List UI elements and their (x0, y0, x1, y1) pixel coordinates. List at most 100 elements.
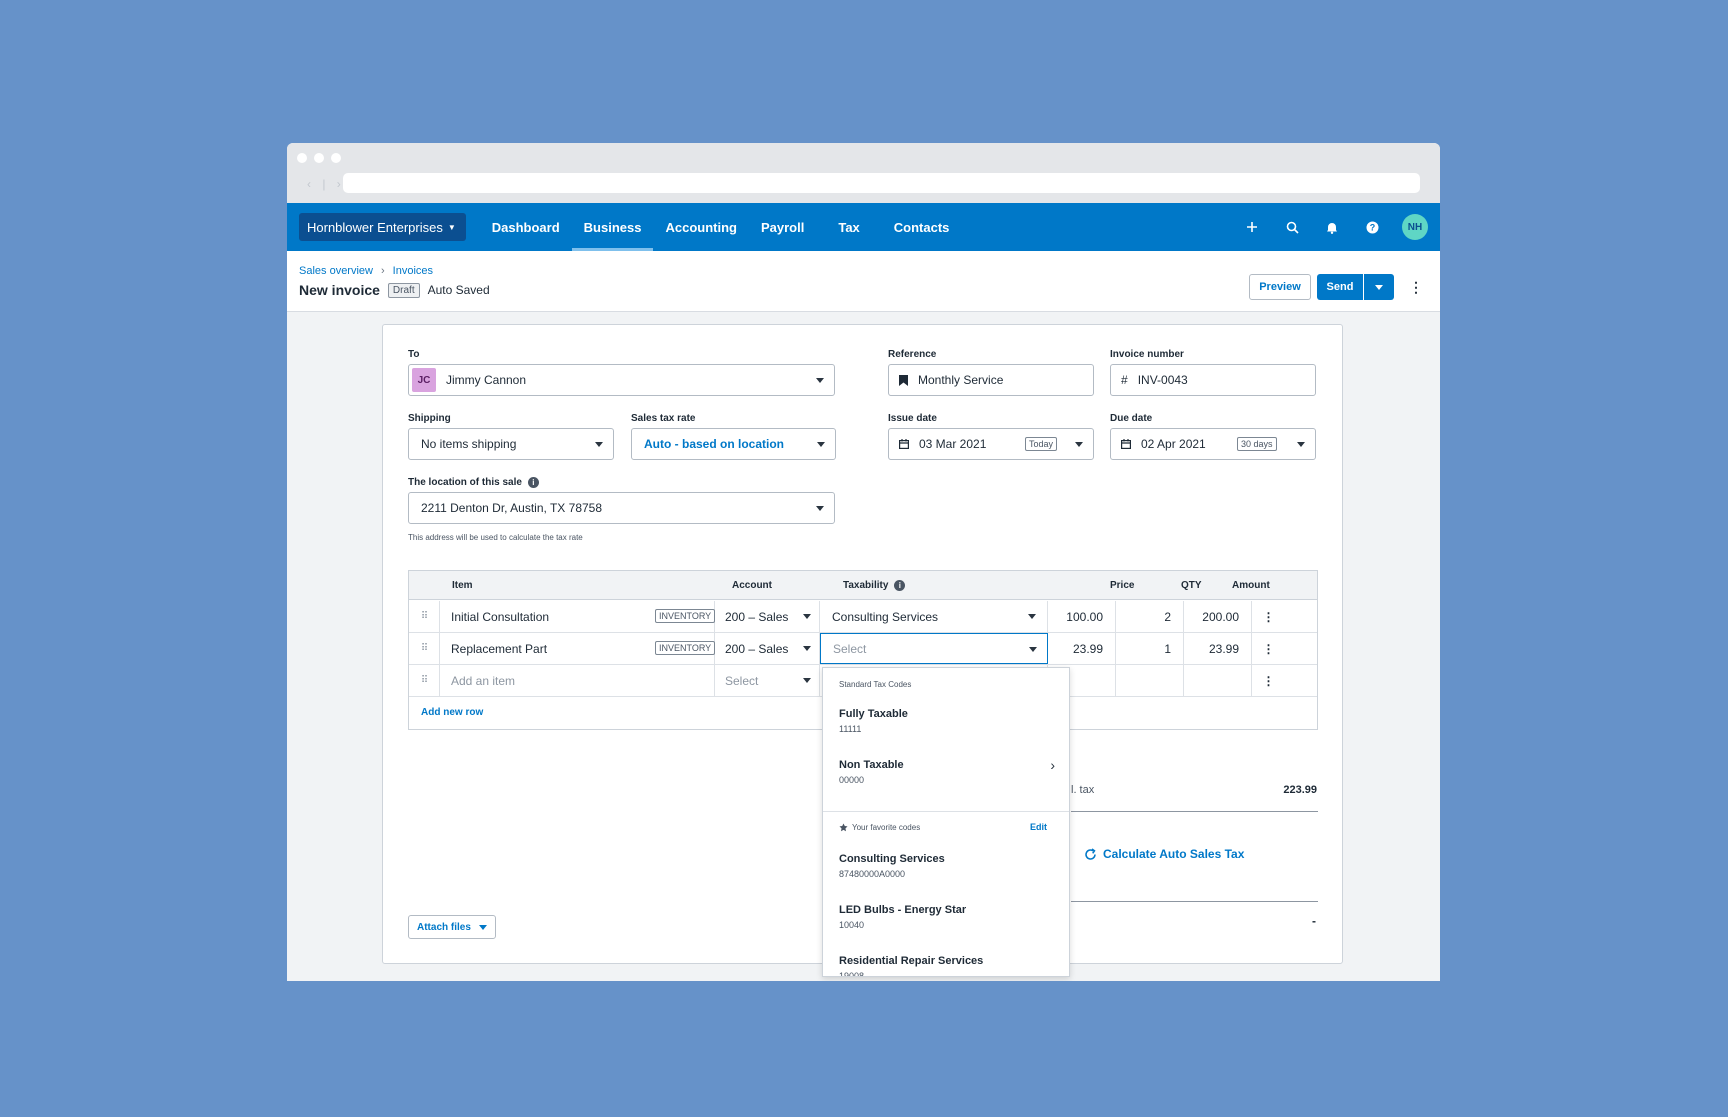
drag-handle-icon[interactable]: ⠿ (409, 665, 440, 696)
row-menu-icon[interactable]: ⋮ (1262, 609, 1275, 624)
location-help: This address will be used to calculate t… (408, 533, 583, 542)
row-menu-icon[interactable]: ⋮ (1262, 673, 1275, 688)
send-button[interactable]: Send (1317, 274, 1363, 300)
calculate-tax-button[interactable]: Calculate Auto Sales Tax (1084, 847, 1244, 861)
new-price-cell[interactable] (1048, 665, 1116, 696)
new-amount-cell (1184, 665, 1252, 696)
nav-business[interactable]: Business (571, 203, 654, 251)
window-dot[interactable] (331, 153, 341, 163)
nav-contacts[interactable]: Contacts (893, 219, 950, 235)
reference-field[interactable]: Monthly Service (888, 364, 1094, 396)
new-qty-cell[interactable] (1116, 665, 1184, 696)
top-nav: Hornblower Enterprises ▼ Dashboard Busin… (287, 203, 1440, 251)
breadcrumb-sales-overview[interactable]: Sales overview (299, 265, 373, 277)
chevron-right-icon: › (380, 265, 385, 277)
drag-handle-icon[interactable]: ⠿ (409, 601, 440, 632)
edit-favorites-link[interactable]: Edit (1030, 822, 1047, 832)
autosave-status: Auto Saved (427, 283, 490, 297)
new-account-cell[interactable]: Select (715, 665, 820, 696)
window-dot[interactable] (297, 153, 307, 163)
help-icon[interactable]: ? (1362, 217, 1382, 237)
window-dot[interactable] (314, 153, 324, 163)
search-icon[interactable] (1282, 217, 1302, 237)
nav-accounting[interactable]: Accounting (665, 219, 737, 235)
to-field[interactable]: JC Jimmy Cannon (408, 364, 835, 396)
row-menu-icon[interactable]: ⋮ (1262, 641, 1275, 656)
new-item-placeholder: Add an item (451, 673, 516, 688)
shipping-value: No items shipping (421, 437, 517, 451)
hash-icon: # (1121, 373, 1128, 387)
total-value: - (1312, 914, 1316, 928)
col-account: Account (732, 580, 772, 591)
tax-code-number: 10040 (839, 920, 865, 930)
location-select[interactable]: 2211 Denton Dr, Austin, TX 78758 (408, 492, 835, 524)
tax-rate-select[interactable]: Auto - based on location (631, 428, 836, 460)
taxability-cell[interactable]: Consulting Services (820, 601, 1048, 632)
add-row-link[interactable]: Add new row (421, 707, 484, 718)
org-switcher[interactable]: Hornblower Enterprises ▼ (299, 213, 466, 241)
due-date-field[interactable]: 02 Apr 2021 30 days (1110, 428, 1316, 460)
price-cell[interactable]: 100.00 (1048, 601, 1116, 632)
issue-date-label: Issue date (888, 413, 937, 424)
price-cell[interactable]: 23.99 (1048, 633, 1116, 664)
attach-files-button[interactable]: Attach files (408, 915, 496, 939)
totals-divider (1071, 901, 1318, 902)
shipping-select[interactable]: No items shipping (408, 428, 614, 460)
breadcrumb-invoices[interactable]: Invoices (392, 265, 434, 277)
new-item-cell[interactable]: Add an item (440, 665, 715, 696)
chevron-right-icon: › (1050, 757, 1055, 773)
url-bar[interactable] (343, 173, 1420, 193)
send-options-button[interactable] (1364, 274, 1394, 300)
qty-cell[interactable]: 1 (1116, 633, 1184, 664)
invoice-card: To JC Jimmy Cannon Reference Monthly Ser… (382, 324, 1343, 977)
chevron-down-icon (1075, 442, 1083, 447)
more-options-icon[interactable]: ⋮ (1409, 278, 1423, 295)
tax-code-option[interactable]: Non Taxable 00000 › (839, 757, 1055, 785)
nav-dashboard[interactable]: Dashboard (491, 219, 560, 235)
tax-code-option[interactable]: LED Bulbs - Energy Star 10040 (839, 904, 966, 930)
bell-icon[interactable] (1322, 217, 1342, 237)
nav-payroll[interactable]: Payroll (760, 219, 805, 235)
account-cell[interactable]: 200 – Sales (715, 633, 820, 664)
chevron-down-icon (816, 378, 824, 383)
tax-code-name: Residential Repair Services (839, 955, 984, 967)
avatar[interactable]: NH (1402, 214, 1428, 240)
info-icon[interactable]: i (894, 580, 906, 591)
account-cell[interactable]: 200 – Sales (715, 601, 820, 632)
drag-handle-icon[interactable]: ⠿ (409, 633, 440, 664)
tax-code-number: 87480000A0000 (839, 869, 906, 879)
chevron-down-icon (803, 646, 811, 651)
back-forward-icon[interactable]: ‹ | › (307, 177, 345, 191)
totals-divider (1071, 811, 1318, 812)
taxability-value: Select (833, 641, 867, 656)
today-badge: Today (1025, 437, 1058, 451)
contact-avatar: JC (412, 368, 436, 392)
inventory-badge: INVENTORY (655, 609, 716, 623)
chevron-down-icon (803, 678, 811, 683)
org-name: Hornblower Enterprises (307, 219, 443, 235)
svg-text:?: ? (1369, 222, 1375, 232)
plus-icon[interactable] (1242, 217, 1262, 237)
tax-code-name: Consulting Services (839, 853, 945, 865)
invoice-number-field[interactable]: # INV-0043 (1110, 364, 1316, 396)
tax-code-name: LED Bulbs - Energy Star (839, 904, 967, 916)
item-cell[interactable]: Initial Consultation INVENTORY (440, 601, 716, 632)
item-cell[interactable]: Replacement Part INVENTORY (440, 633, 716, 664)
tax-code-option[interactable]: Residential Repair Services 19008 (839, 955, 984, 977)
nav-tax[interactable]: Tax (838, 219, 860, 235)
taxability-cell[interactable]: Select (820, 633, 1048, 664)
qty-cell[interactable]: 2 (1116, 601, 1184, 632)
chevron-down-icon (1028, 614, 1036, 619)
invoice-number-value: INV-0043 (1137, 373, 1188, 387)
info-icon[interactable]: i (527, 477, 539, 488)
preview-button[interactable]: Preview (1249, 274, 1311, 300)
tax-code-option[interactable]: Consulting Services 87480000A0000 (839, 853, 945, 879)
amount-cell: 23.99 (1184, 633, 1252, 664)
amount-cell: 200.00 (1184, 601, 1252, 632)
line-items-table: Item Account Taxability i Price QTY Amoun… (408, 570, 1318, 730)
issue-date-field[interactable]: 03 Mar 2021 Today (888, 428, 1094, 460)
dropdown-divider (823, 811, 1069, 812)
tax-code-number: 19008 (839, 971, 865, 977)
chevron-down-icon (478, 924, 487, 930)
tax-code-option[interactable]: Fully Taxable 11111 (839, 708, 1055, 734)
